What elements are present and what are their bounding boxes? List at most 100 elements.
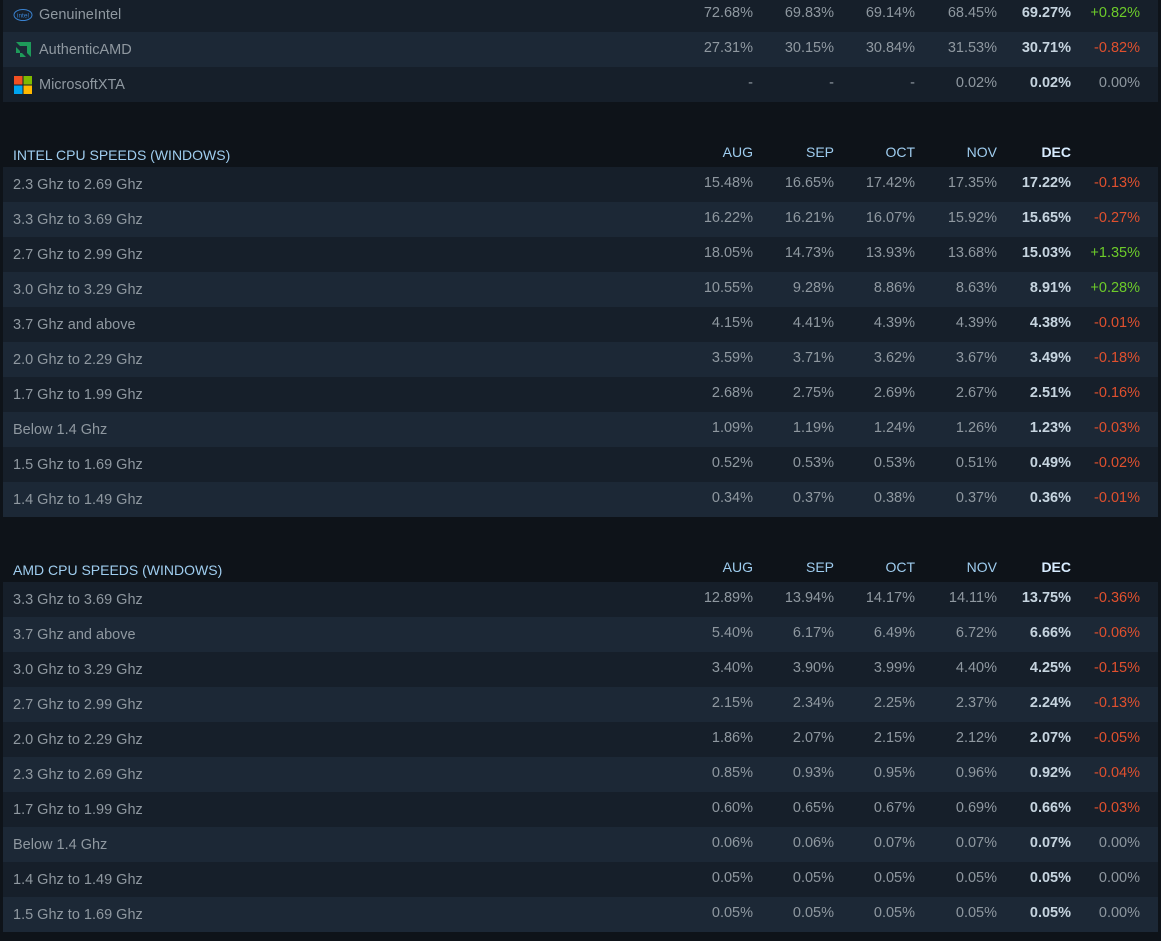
row-label: 2.0 Ghz to 2.29 Ghz <box>13 352 143 368</box>
value-cell: 0.51% <box>955 455 997 471</box>
value-cell: 3.59% <box>711 350 753 366</box>
value-cell: 0.05% <box>955 870 997 886</box>
row-label: 1.7 Ghz to 1.99 Ghz <box>13 387 143 403</box>
value-cell: 6.17% <box>792 625 834 641</box>
value-cell: - <box>910 75 915 91</box>
value-cell: 68.45% <box>947 5 997 21</box>
change-cell: -0.13% <box>1094 175 1140 191</box>
value-cell: 69.27% <box>1021 5 1071 21</box>
value-cell: 3.62% <box>873 350 915 366</box>
value-cell: 2.07% <box>792 730 834 746</box>
value-cell: 0.07% <box>873 835 915 851</box>
value-cell: 3.71% <box>792 350 834 366</box>
column-header-nov: NOV <box>966 559 997 575</box>
row-label: 2.0 Ghz to 2.29 Ghz <box>13 732 143 748</box>
change-cell: 0.00% <box>1098 905 1140 921</box>
value-cell: 0.05% <box>873 905 915 921</box>
value-cell: 2.15% <box>873 730 915 746</box>
column-header-dec: DEC <box>1041 559 1071 575</box>
change-cell: -0.27% <box>1094 210 1140 226</box>
value-cell: 12.89% <box>703 590 753 606</box>
change-cell: -0.01% <box>1094 315 1140 331</box>
value-cell: 2.24% <box>1029 695 1071 711</box>
svg-text:intel: intel <box>17 13 29 20</box>
value-cell: 3.99% <box>873 660 915 676</box>
value-cell: 0.67% <box>873 800 915 816</box>
value-cell: 5.40% <box>711 625 753 641</box>
value-cell: 0.49% <box>1029 455 1071 471</box>
value-cell: 16.07% <box>865 210 915 226</box>
value-cell: 0.07% <box>1029 835 1071 851</box>
value-cell: 30.84% <box>865 40 915 56</box>
value-cell: 10.55% <box>703 280 753 296</box>
microsoft-logo-icon <box>13 75 33 95</box>
table-row: Below 1.4 Ghz 0.06% 0.06% 0.07% 0.07% 0.07% 0.… <box>3 827 1158 862</box>
change-cell: -0.01% <box>1094 490 1140 506</box>
value-cell: 3.40% <box>711 660 753 676</box>
value-cell: 0.05% <box>1029 870 1071 886</box>
value-cell: 0.05% <box>873 870 915 886</box>
value-cell: 1.09% <box>711 420 753 436</box>
row-label: 1.5 Ghz to 1.69 Ghz <box>13 457 143 473</box>
value-cell: 13.94% <box>784 590 834 606</box>
value-cell: 4.39% <box>955 315 997 331</box>
table-row: MicrosoftXTA - - - 0.02% 0.02% 0.00% <box>3 67 1158 102</box>
table-header: AMD CPU SPEEDS (WINDOWS) AUG SEP OCT NOV DEC <box>3 556 1158 582</box>
table-row: 2.0 Ghz to 2.29 Ghz 3.59% 3.71% 3.62% 3.67% 3… <box>3 342 1158 377</box>
value-cell: 0.05% <box>955 905 997 921</box>
value-cell: 4.25% <box>1029 660 1071 676</box>
row-label: 3.0 Ghz to 3.29 Ghz <box>13 662 143 678</box>
change-cell: 0.00% <box>1098 835 1140 851</box>
value-cell: 1.86% <box>711 730 753 746</box>
change-cell: -0.82% <box>1094 40 1140 56</box>
value-cell: 4.41% <box>792 315 834 331</box>
cpu-vendor-table: intel GenuineIntel 72.68% 69.83% 69.14% 68.45… <box>3 0 1158 102</box>
value-cell: 14.17% <box>865 590 915 606</box>
table-row: AuthenticAMD 27.31% 30.15% 30.84% 31.53% 30.7… <box>3 32 1158 67</box>
value-cell: 1.24% <box>873 420 915 436</box>
value-cell: 15.03% <box>1021 245 1071 261</box>
row-label: 2.7 Ghz to 2.99 Ghz <box>13 697 143 713</box>
value-cell: 8.63% <box>955 280 997 296</box>
value-cell: 0.85% <box>711 765 753 781</box>
value-cell: 15.48% <box>703 175 753 191</box>
value-cell: 0.38% <box>873 490 915 506</box>
value-cell: 9.28% <box>792 280 834 296</box>
value-cell: 69.83% <box>784 5 834 21</box>
change-cell: 0.00% <box>1098 870 1140 886</box>
amd-logo-icon <box>13 40 33 60</box>
value-cell: 0.93% <box>792 765 834 781</box>
value-cell: 6.72% <box>955 625 997 641</box>
column-header-nov: NOV <box>966 144 997 160</box>
value-cell: 31.53% <box>947 40 997 56</box>
row-label: 1.4 Ghz to 1.49 Ghz <box>13 872 143 888</box>
row-label: 1.4 Ghz to 1.49 Ghz <box>13 492 143 508</box>
value-cell: 2.07% <box>1029 730 1071 746</box>
table-row: 1.5 Ghz to 1.69 Ghz 0.05% 0.05% 0.05% 0.05% 0… <box>3 897 1158 932</box>
value-cell: 2.68% <box>711 385 753 401</box>
row-label: 3.3 Ghz to 3.69 Ghz <box>13 592 143 608</box>
change-cell: -0.16% <box>1094 385 1140 401</box>
value-cell: 4.39% <box>873 315 915 331</box>
value-cell: 0.60% <box>711 800 753 816</box>
row-label: 2.7 Ghz to 2.99 Ghz <box>13 247 143 263</box>
change-cell: -0.04% <box>1094 765 1140 781</box>
value-cell: 3.49% <box>1029 350 1071 366</box>
column-header-dec: DEC <box>1041 144 1071 160</box>
value-cell: 6.66% <box>1029 625 1071 641</box>
row-label: 1.7 Ghz to 1.99 Ghz <box>13 802 143 818</box>
value-cell: 0.37% <box>955 490 997 506</box>
value-cell: 0.95% <box>873 765 915 781</box>
value-cell: 27.31% <box>703 40 753 56</box>
value-cell: 15.92% <box>947 210 997 226</box>
value-cell: 0.06% <box>711 835 753 851</box>
table-row: 2.7 Ghz to 2.99 Ghz 18.05% 14.73% 13.93% 13.… <box>3 237 1158 272</box>
change-cell: -0.06% <box>1094 625 1140 641</box>
value-cell: 0.92% <box>1029 765 1071 781</box>
table-row: 3.0 Ghz to 3.29 Ghz 3.40% 3.90% 3.99% 4.40% 4… <box>3 652 1158 687</box>
value-cell: 0.53% <box>873 455 915 471</box>
amd-cpu-speeds-table: AMD CPU SPEEDS (WINDOWS) AUG SEP OCT NOV DEC 3… <box>3 556 1158 932</box>
section-title: INTEL CPU SPEEDS (WINDOWS) <box>13 147 231 163</box>
column-header-aug: AUG <box>722 144 753 160</box>
value-cell: 15.65% <box>1021 210 1071 226</box>
